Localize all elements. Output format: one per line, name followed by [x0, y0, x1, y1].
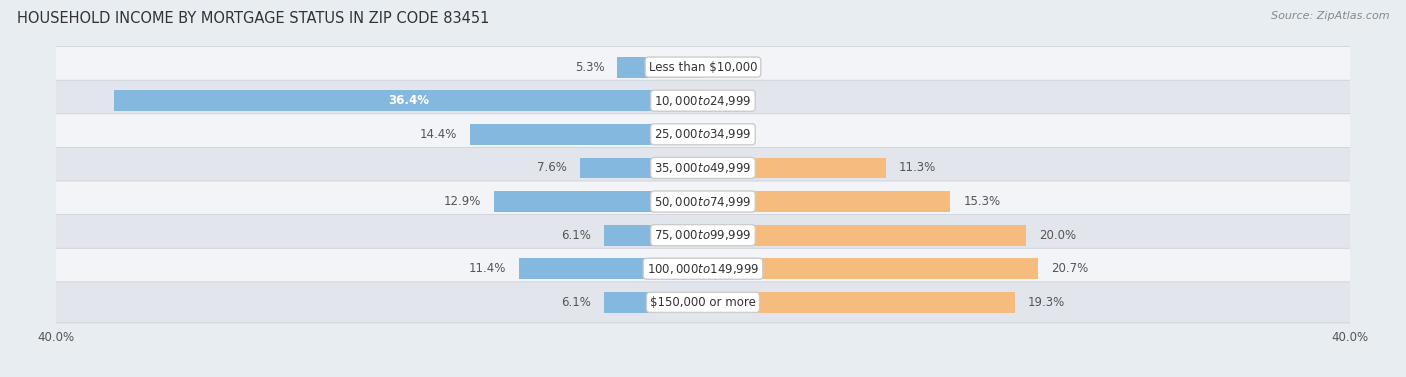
Text: 15.3%: 15.3% — [963, 195, 1001, 208]
Text: $100,000 to $149,999: $100,000 to $149,999 — [647, 262, 759, 276]
Text: 36.4%: 36.4% — [388, 94, 429, 107]
Bar — [703, 292, 1015, 313]
Text: 7.6%: 7.6% — [537, 161, 567, 175]
FancyBboxPatch shape — [53, 248, 1353, 289]
Text: $25,000 to $34,999: $25,000 to $34,999 — [654, 127, 752, 141]
FancyBboxPatch shape — [53, 215, 1353, 256]
FancyBboxPatch shape — [53, 114, 1353, 155]
Text: $50,000 to $74,999: $50,000 to $74,999 — [654, 195, 752, 208]
FancyBboxPatch shape — [53, 47, 1353, 87]
Text: HOUSEHOLD INCOME BY MORTGAGE STATUS IN ZIP CODE 83451: HOUSEHOLD INCOME BY MORTGAGE STATUS IN Z… — [17, 11, 489, 26]
Bar — [703, 225, 1026, 245]
FancyBboxPatch shape — [53, 181, 1353, 222]
Text: 5.3%: 5.3% — [575, 61, 605, 74]
Text: $10,000 to $24,999: $10,000 to $24,999 — [654, 94, 752, 108]
Bar — [703, 258, 1038, 279]
Text: 6.1%: 6.1% — [561, 228, 592, 242]
Text: Less than $10,000: Less than $10,000 — [648, 61, 758, 74]
Text: 14.4%: 14.4% — [420, 128, 457, 141]
Bar — [581, 158, 703, 178]
Bar — [519, 258, 703, 279]
FancyBboxPatch shape — [53, 80, 1353, 121]
Text: Source: ZipAtlas.com: Source: ZipAtlas.com — [1271, 11, 1389, 21]
Bar — [703, 191, 950, 212]
Bar — [495, 191, 703, 212]
Text: 11.4%: 11.4% — [468, 262, 506, 275]
Bar — [605, 292, 703, 313]
Text: 19.3%: 19.3% — [1028, 296, 1066, 309]
Text: $150,000 or more: $150,000 or more — [650, 296, 756, 309]
Legend: Without Mortgage, With Mortgage: Without Mortgage, With Mortgage — [561, 373, 845, 377]
Text: $35,000 to $49,999: $35,000 to $49,999 — [654, 161, 752, 175]
Text: 11.3%: 11.3% — [898, 161, 936, 175]
FancyBboxPatch shape — [53, 147, 1353, 188]
Bar — [703, 158, 886, 178]
Text: $75,000 to $99,999: $75,000 to $99,999 — [654, 228, 752, 242]
Text: 6.1%: 6.1% — [561, 296, 592, 309]
Text: 20.7%: 20.7% — [1050, 262, 1088, 275]
Text: 12.9%: 12.9% — [444, 195, 481, 208]
FancyBboxPatch shape — [53, 282, 1353, 323]
Bar — [470, 124, 703, 145]
Text: 20.0%: 20.0% — [1039, 228, 1077, 242]
Bar — [114, 90, 703, 111]
Bar — [617, 57, 703, 78]
Bar — [605, 225, 703, 245]
